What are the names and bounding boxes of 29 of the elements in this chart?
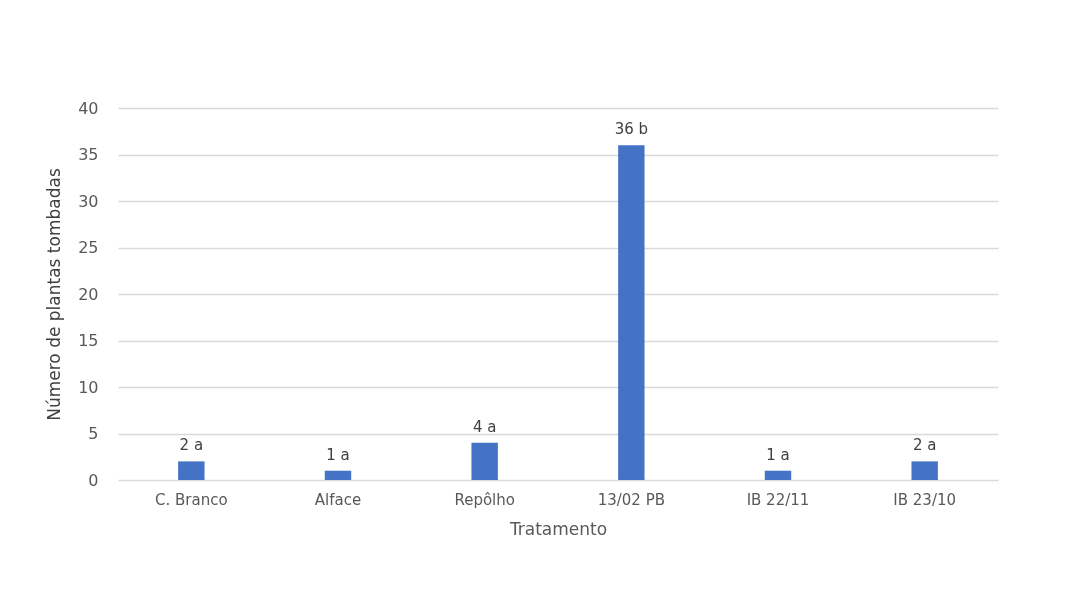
data-label: 2 a xyxy=(912,436,937,455)
x-tick-label: Repôlho xyxy=(454,490,515,509)
bar xyxy=(911,461,938,480)
bar xyxy=(764,470,792,480)
bar xyxy=(178,461,205,480)
y-tick-label: 35 xyxy=(78,145,99,164)
y-tick-label: 5 xyxy=(88,424,99,443)
x-tick-label: Alface xyxy=(314,490,362,509)
y-tick-label: 40 xyxy=(78,98,99,118)
data-label: 36 b xyxy=(614,120,649,139)
bar xyxy=(618,145,645,480)
y-tick-label: 20 xyxy=(78,284,99,304)
data-label: 4 a xyxy=(472,417,497,436)
data-label: 1 a xyxy=(766,445,790,464)
x-tick-label: IB 23/10 xyxy=(893,490,957,509)
data-label: 1 a xyxy=(326,445,350,464)
x-tick-label: C. Branco xyxy=(155,490,228,509)
y-tick-label: 15 xyxy=(78,331,99,350)
y-tick-label: 30 xyxy=(78,191,99,211)
y-tick-label: 10 xyxy=(78,377,99,397)
x-tick-label: 13/02 PB xyxy=(597,490,666,509)
x-tick-label: IB 22/11 xyxy=(746,490,810,509)
y-tick-label: 0 xyxy=(88,470,99,490)
bar xyxy=(324,470,352,480)
data-label: 2 a xyxy=(179,436,204,455)
y-axis-title: Número de plantas tombadas xyxy=(44,168,65,421)
y-tick-label: 25 xyxy=(78,238,99,257)
x-axis-title: Tratamento xyxy=(508,518,608,539)
bar xyxy=(471,442,498,480)
